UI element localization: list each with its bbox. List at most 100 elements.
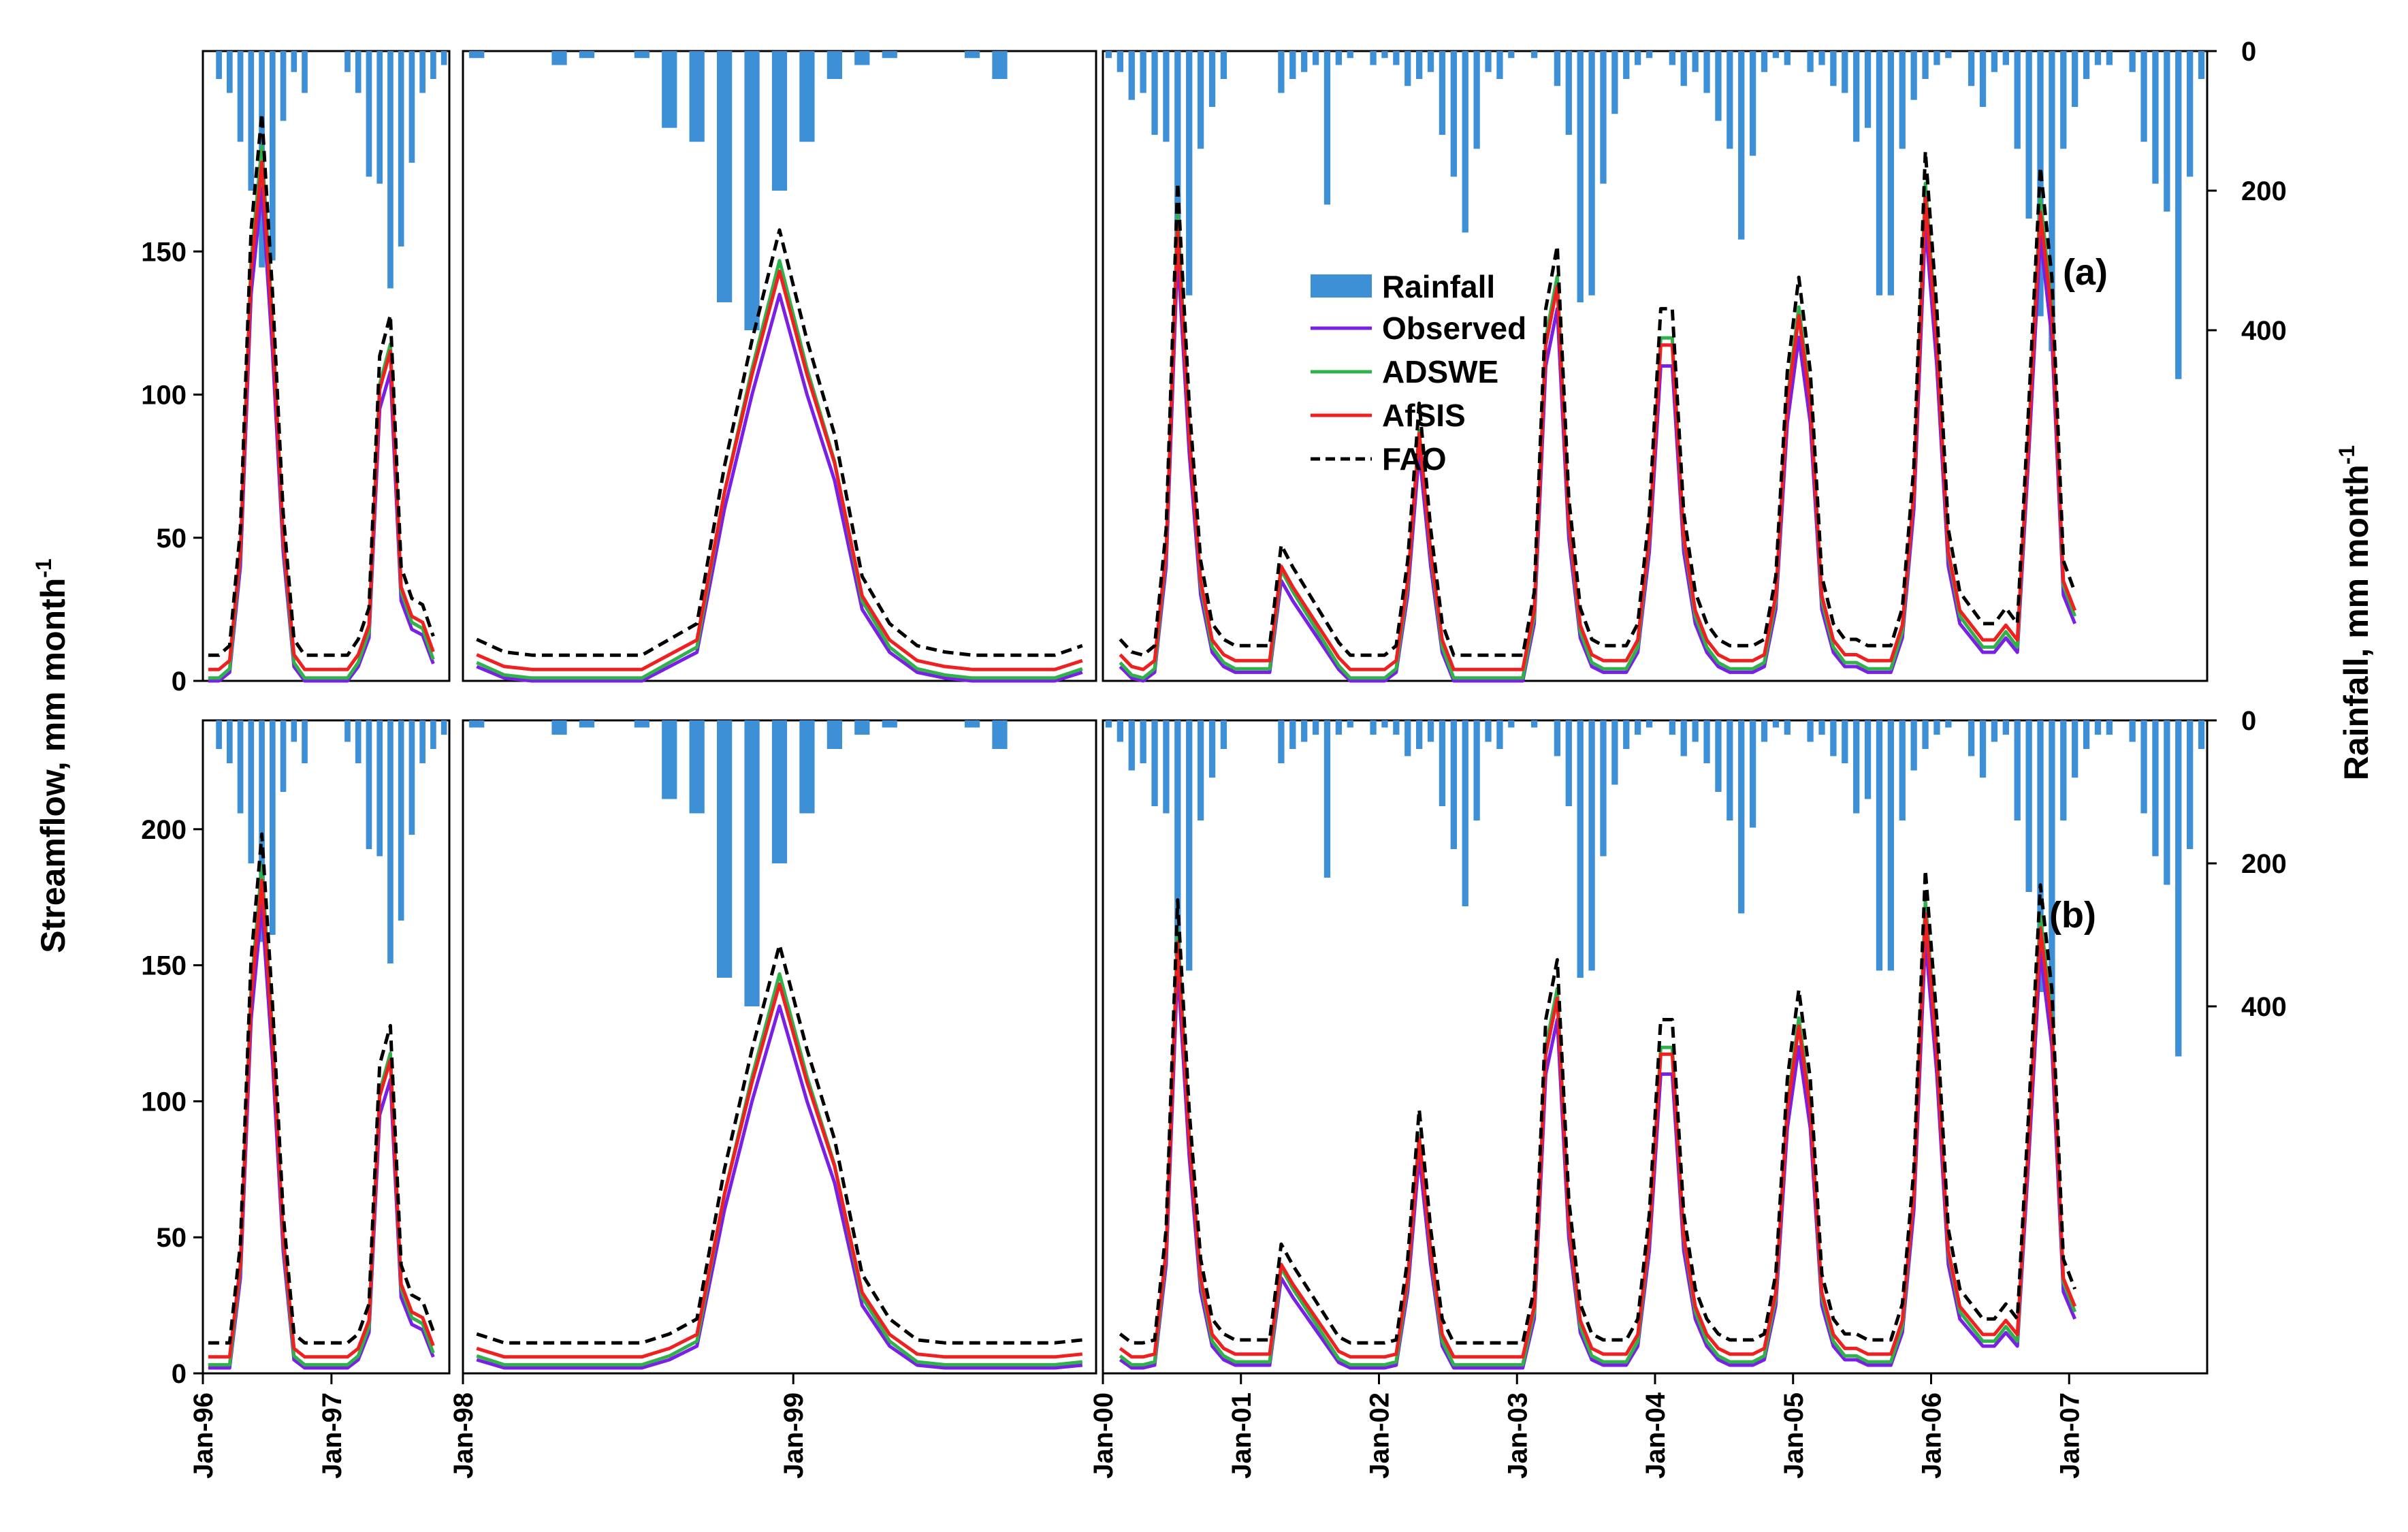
rainfall-bar <box>1772 51 1780 59</box>
rainfall-bar <box>2175 51 2182 379</box>
rainfall-bar <box>1404 51 1411 86</box>
rainfall-bar <box>1312 720 1319 735</box>
rainfall-bar <box>419 720 426 763</box>
rainfall-bar <box>1876 51 1883 296</box>
rainfall-bar <box>1692 720 1699 742</box>
rainfall-bar <box>2198 51 2205 79</box>
rainfall-bar <box>1772 720 1780 728</box>
rainfall-bar <box>280 51 287 121</box>
panel-b-label: (b) <box>2049 895 2096 936</box>
x-tick-label: Jan-02 <box>1365 1392 1395 1479</box>
rainfall-bar <box>280 720 287 792</box>
rainfall-bar <box>689 720 705 814</box>
rainfall-bar <box>1163 51 1170 142</box>
rainfall-bar <box>2072 51 2078 107</box>
adswe-line <box>208 863 2077 1367</box>
rainfall-bar <box>1323 51 1331 205</box>
rainfall-bar <box>2164 720 2170 885</box>
rainfall-bar <box>2187 51 2194 177</box>
rainfall-bar <box>344 720 351 742</box>
streamflow-axis-title: Streamflow, mm month-1 <box>31 558 72 953</box>
fao-line <box>208 832 2077 1345</box>
rainfall-bar <box>1830 51 1837 86</box>
rainfall-bar <box>1462 720 1468 906</box>
x-tick-label: Jan-03 <box>1503 1392 1532 1479</box>
rainfall-bar <box>854 51 870 65</box>
rainfall-bar <box>1530 51 1538 59</box>
rainfall-bar <box>2164 51 2170 212</box>
rainfall-bar <box>2129 51 2136 72</box>
x-tick-label: Jan-01 <box>1227 1392 1257 1479</box>
rainfall-axis-title: Rainfall, mm month-1 <box>2334 445 2375 780</box>
panel-a-label: (a) <box>2063 252 2108 293</box>
rainfall-bar <box>1727 720 1733 820</box>
rainfall-bar <box>1554 51 1561 86</box>
rainfall-bar <box>1968 51 1975 86</box>
y-tick-label: 150 <box>141 237 187 267</box>
rainfall-bar <box>1945 51 1952 59</box>
rain-tick-label: 200 <box>2241 849 2287 879</box>
rainfall-bar <box>1485 720 1492 742</box>
rainfall-bar <box>1220 51 1227 79</box>
rainfall-bar <box>1611 51 1618 114</box>
rainfall-bar <box>1278 51 1285 93</box>
rainfall-bar <box>992 51 1008 79</box>
panels-layer: 0 50 100 150 0 200 400 0 50 100 150 200 0 200 400 Jan-9… <box>141 37 2287 1479</box>
rainfall-bar <box>964 720 980 728</box>
afsis-line <box>208 160 2077 671</box>
rainfall-bar <box>634 720 649 728</box>
rainfall-bar <box>1312 51 1319 65</box>
rainfall-bar <box>1669 720 1675 735</box>
rainfall-bar <box>1738 720 1745 914</box>
rainfall-bar <box>744 720 760 1006</box>
rainfall-bar <box>1922 720 1929 749</box>
rainfall-bar <box>2002 51 2009 65</box>
rainfall-bar <box>216 720 222 749</box>
rainfall-bar <box>1991 720 1998 742</box>
rainfall-bar <box>2140 720 2147 814</box>
rainfall-bar <box>1588 720 1595 971</box>
legend-fao-label: FAO <box>1382 441 1447 477</box>
y-tick-label: 50 <box>157 524 187 554</box>
panel-a: 0 50 100 150 0 200 400 <box>141 37 2287 697</box>
rainfall-bar <box>1404 720 1411 756</box>
y-tick-label: 100 <box>141 1087 187 1117</box>
rainfall-bar <box>1887 720 1895 971</box>
rainfall-bar <box>1370 720 1377 735</box>
rainfall-bar <box>1749 51 1756 156</box>
rainfall-bar <box>1623 720 1630 749</box>
rainfall-bar <box>1439 51 1446 135</box>
rainfall-bar <box>2002 720 2009 735</box>
rainfall-bar <box>269 51 276 261</box>
rainfall-bar <box>291 51 298 72</box>
rainfall-bar <box>1347 720 1353 728</box>
rainfall-bar <box>2152 720 2159 857</box>
rainfall-bar <box>1174 51 1181 282</box>
rainfall-bar <box>1450 720 1457 849</box>
rainfall-bar <box>1347 51 1353 59</box>
rainfall-bar <box>2129 720 2136 742</box>
panel-b: 0 50 100 150 200 0 200 400 <box>141 706 2287 1389</box>
rainfall-bar <box>689 51 705 142</box>
rainfall-bar <box>1508 720 1515 728</box>
rainfall-bar <box>1105 720 1112 728</box>
rainfall-bar <box>366 720 372 849</box>
x-tick-label: Jan-96 <box>189 1392 219 1479</box>
rainfall-bar <box>1600 51 1607 184</box>
rainfall-bar <box>366 51 372 177</box>
rainfall-bar <box>1289 720 1296 749</box>
x-tick-label: Jan-98 <box>449 1392 479 1479</box>
rainfall-bar <box>1335 51 1343 65</box>
rainfall-bar <box>1140 51 1146 93</box>
rainfall-bar <box>1588 51 1595 296</box>
rainfall-bar <box>1381 51 1388 59</box>
rainfall-bar <box>1415 51 1423 79</box>
rainfall-bar <box>1715 720 1722 792</box>
rainfall-bar <box>882 720 897 728</box>
fao-line <box>208 112 2077 657</box>
rainfall-bar <box>771 51 788 191</box>
rainfall-bar <box>2025 720 2032 892</box>
y-tick-label: 200 <box>141 815 187 845</box>
y-tick-label: 0 <box>172 667 187 697</box>
rainfall-bar <box>344 51 351 72</box>
